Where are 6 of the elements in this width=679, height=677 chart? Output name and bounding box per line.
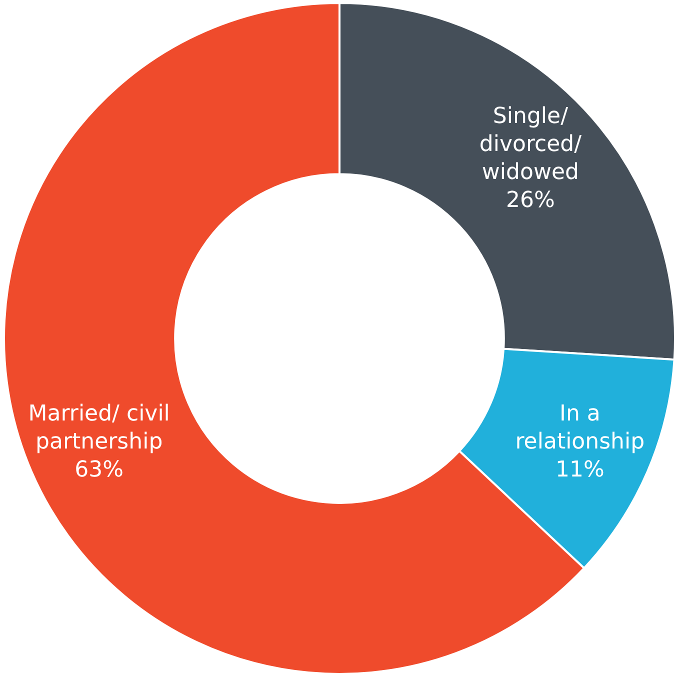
data-label: 26%: [506, 188, 555, 213]
slice-label: Married/ civil partnership: [28, 401, 170, 454]
slice-label: In a relationship: [515, 401, 645, 454]
slice-label: Single/ divorced/ widowed: [479, 104, 582, 185]
data-label: 11%: [555, 457, 604, 482]
data-label: 63%: [74, 457, 124, 482]
